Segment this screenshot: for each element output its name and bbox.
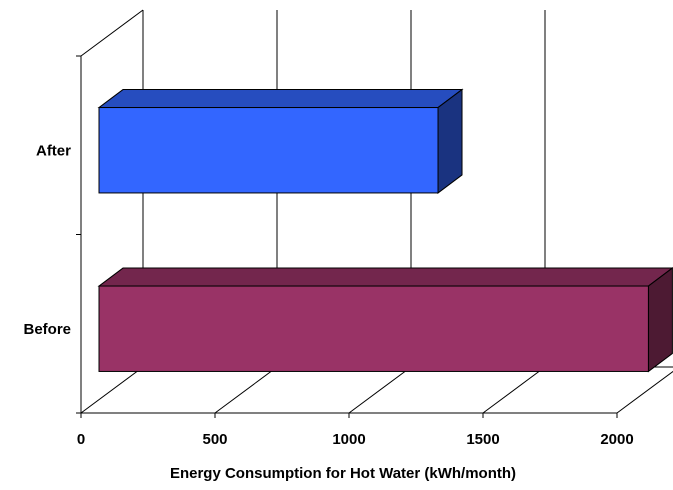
bar-top-face-after [97, 89, 464, 109]
bar-before [97, 267, 673, 373]
floor-diagonal-2000 [616, 370, 673, 414]
x-axis-title: Energy Consumption for Hot Water (kWh/mo… [170, 465, 516, 482]
side-wall-top-edge [80, 9, 144, 57]
label-layer: 0 500 1000 1500 2000 After Before [23, 142, 633, 448]
bar-layer [97, 88, 673, 373]
x-tick-label-500: 500 [202, 431, 227, 448]
floor-diagonal-0 [80, 366, 144, 414]
bar-front-face-after [98, 107, 439, 194]
bar-top-face-before [97, 267, 673, 287]
bar-side-face-after [437, 88, 463, 194]
x-tick-label-2000: 2000 [600, 431, 633, 448]
axis-layer [76, 55, 618, 418]
bar-after [97, 88, 464, 194]
x-tick-label-0: 0 [77, 431, 85, 448]
category-label-after: After [36, 142, 71, 159]
floor-diagonal-1500 [482, 366, 546, 414]
x-tick-label-1000: 1000 [332, 431, 365, 448]
bar-front-face-before [98, 285, 649, 372]
bar-side-face-before [647, 267, 673, 373]
x-tick-label-1500: 1500 [466, 431, 499, 448]
category-label-before: Before [23, 321, 71, 338]
floor-diagonal-500 [214, 366, 278, 414]
floor-diagonal-1000 [348, 366, 412, 414]
